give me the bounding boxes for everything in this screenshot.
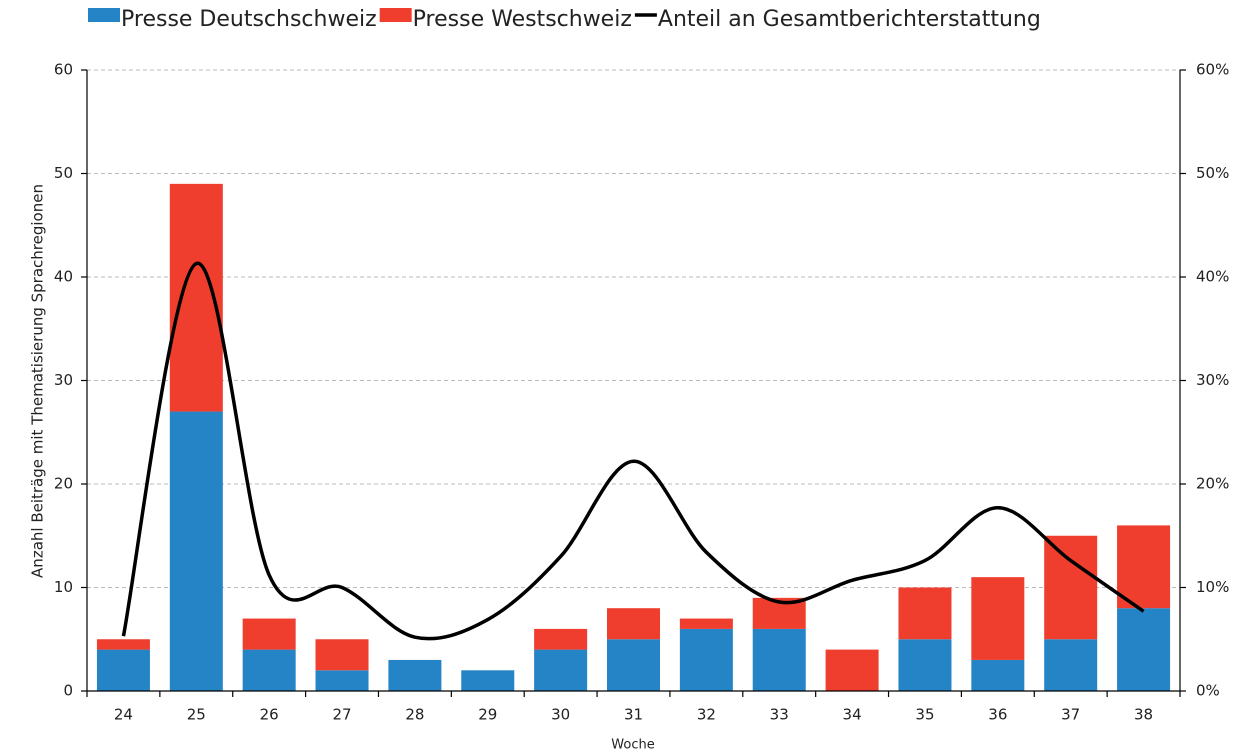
x-tick-label: 26	[260, 706, 279, 724]
y-tick-label: 0	[63, 682, 73, 700]
x-tick-label: 37	[1061, 706, 1080, 724]
x-axis-label: Woche	[611, 738, 654, 753]
x-tick-label: 24	[114, 706, 133, 724]
legend-swatch	[379, 8, 412, 22]
bar	[971, 659, 1025, 691]
bar	[96, 639, 150, 650]
x-tick-label: 29	[478, 706, 497, 724]
bar	[1044, 639, 1098, 691]
y-tick-label: 10	[54, 578, 73, 596]
y-tick-label: 50	[54, 164, 73, 182]
bar	[315, 670, 369, 691]
bar	[96, 649, 150, 691]
y2-tick-label: 50%	[1196, 164, 1229, 182]
x-tick-label: 28	[405, 706, 424, 724]
y2-tick-label: 30%	[1196, 371, 1229, 389]
bar	[607, 639, 660, 691]
x-tick-label: 30	[551, 706, 570, 724]
bar	[169, 411, 223, 691]
bar	[1117, 608, 1171, 691]
x-tick-label: 38	[1134, 706, 1153, 724]
bar	[1044, 535, 1098, 640]
x-tick-label: 34	[843, 706, 862, 724]
x-tick-label: 25	[187, 706, 206, 724]
y2-tick-label: 10%	[1196, 578, 1229, 596]
bar	[315, 639, 369, 671]
bar	[1117, 525, 1171, 609]
bar	[388, 659, 442, 691]
bar	[242, 649, 296, 691]
x-tick-label: 27	[332, 706, 351, 724]
legend-label: Anteil an Gesamtberichterstattung	[658, 7, 1041, 32]
x-tick-label: 33	[770, 706, 789, 724]
bar	[971, 577, 1025, 660]
line	[121, 261, 1145, 641]
bar	[898, 587, 952, 640]
x-tick-label: 35	[915, 706, 934, 724]
bar	[752, 628, 806, 691]
y2-tick-label: 60%	[1196, 61, 1229, 79]
bar	[825, 649, 879, 691]
x-tick-label: 32	[697, 706, 716, 724]
y-tick-label: 60	[54, 61, 73, 79]
y-tick-label: 40	[54, 268, 73, 286]
bar	[461, 670, 515, 691]
bar	[534, 649, 588, 691]
bar	[679, 618, 733, 629]
legend-swatch	[88, 8, 120, 22]
bar	[607, 608, 660, 640]
bar	[534, 628, 588, 650]
y2-tick-label: 20%	[1196, 475, 1229, 493]
bar	[898, 639, 952, 691]
legend-label: Presse Westschweiz	[413, 7, 632, 32]
bar	[679, 628, 733, 691]
bar	[242, 618, 296, 650]
y-tick-label: 20	[54, 475, 73, 493]
x-tick-label: 36	[988, 706, 1007, 724]
y-tick-label: 30	[54, 371, 73, 389]
y2-tick-label: 0%	[1196, 682, 1220, 700]
y-axis-label: Anzahl Beiträge mit Thematisierung Sprac…	[29, 184, 47, 578]
y2-tick-label: 40%	[1196, 268, 1229, 286]
legend-label: Presse Deutschschweiz	[121, 7, 377, 32]
x-tick-label: 31	[624, 706, 643, 724]
